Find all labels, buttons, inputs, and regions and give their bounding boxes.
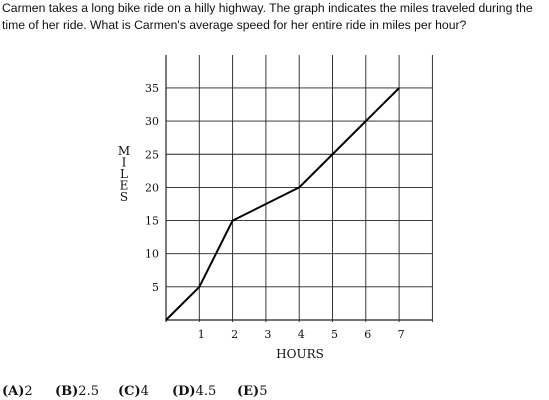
choice-letter: (B)	[55, 384, 79, 399]
series-line	[165, 87, 400, 321]
x-tick-label: 2	[231, 328, 238, 341]
choice-e[interactable]: (E)5	[237, 384, 268, 399]
choice-value: 4.5	[195, 384, 217, 399]
choice-letter: (D)	[172, 384, 196, 399]
choice-value: 4	[140, 384, 149, 399]
graph-grid	[165, 55, 433, 322]
graph-line	[165, 87, 400, 321]
choice-d[interactable]: (D)4.5	[172, 384, 216, 399]
y-tick-label: 15	[145, 215, 159, 228]
choice-letter: (A)	[2, 384, 25, 399]
y-tick-label: 30	[145, 115, 159, 128]
x-tick-label: 3	[264, 328, 271, 341]
choice-letter: (C)	[118, 384, 141, 399]
choice-letter: (E)	[237, 384, 260, 399]
x-tick-label: 6	[364, 328, 371, 341]
x-tick-label: 1	[198, 328, 205, 341]
choice-value: 2.5	[78, 384, 99, 399]
question-text: Carmen takes a long bike ride on a hilly…	[2, 1, 533, 32]
y-tick-label: 25	[145, 148, 159, 161]
x-tick-label: 5	[331, 328, 338, 341]
choice-a[interactable]: (A)2	[2, 384, 33, 399]
choice-value: 5	[259, 384, 268, 399]
choice-c[interactable]: (C)4	[118, 384, 149, 399]
choice-value: 2	[24, 384, 33, 399]
y-tick-label: 35	[145, 82, 159, 95]
choice-b[interactable]: (B)2.5	[55, 384, 99, 399]
x-tick-label: 7	[398, 328, 405, 341]
graph-tick-labels: 1 2 3 4 5 6 7 5 10 15 20 25 30 35	[145, 82, 405, 341]
x-tick-label: 4	[298, 328, 305, 341]
x-axis-label: HOURS	[276, 347, 324, 361]
y-tick-label: 20	[145, 181, 159, 194]
y-tick-label: 5	[152, 281, 159, 294]
y-tick-label: 10	[145, 248, 159, 261]
